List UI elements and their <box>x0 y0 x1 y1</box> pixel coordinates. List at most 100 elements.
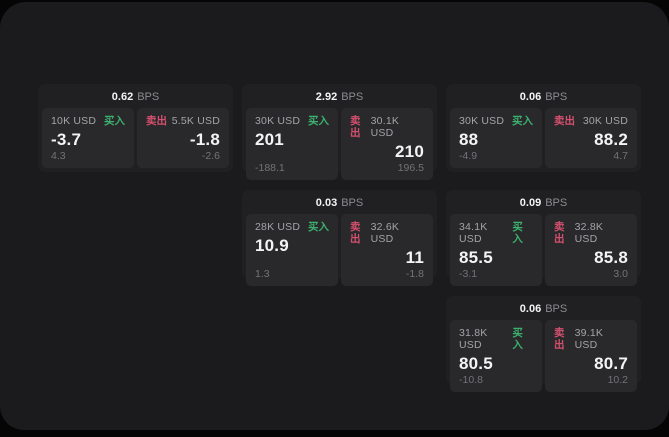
buy-panel-top: 10K USD 买入 <box>51 115 125 127</box>
sell-price: 88.2 <box>594 130 628 149</box>
buy-price: 201 <box>255 130 284 149</box>
buy-panel-top: 30K USD 买入 <box>459 115 533 127</box>
sell-sub-value: 3.0 <box>613 268 628 280</box>
bps-unit-label: BPS <box>545 91 568 103</box>
buy-amount: 10K USD <box>51 115 97 127</box>
sell-side-label: 卖出 <box>350 221 361 245</box>
buy-panel-top: 34.1K USD 买入 <box>459 221 533 245</box>
sell-side-label: 卖出 <box>554 115 575 127</box>
card-header: 0.06 BPS <box>450 300 637 320</box>
spread-bps-value: 0.06 <box>519 91 542 103</box>
buy-price: -3.7 <box>51 130 82 149</box>
quote-card[interactable]: 2.92 BPS 30K USD 买入 201 -188.1 卖出 30.1K … <box>242 84 437 180</box>
buy-amount: 30K USD <box>459 115 505 127</box>
spread-bps-value: 0.06 <box>519 303 542 315</box>
card-header: 0.06 BPS <box>450 88 637 108</box>
buy-panel[interactable]: 34.1K USD 买入 85.5 -3.1 <box>450 214 542 286</box>
buy-sub-value: 4.3 <box>51 150 66 162</box>
side-panels: 30K USD 买入 88 -4.9 卖出 30K USD 88.2 4.7 <box>450 108 637 168</box>
bps-unit-label: BPS <box>545 303 568 315</box>
quote-card[interactable]: 0.62 BPS 10K USD 买入 -3.7 4.3 卖出 5.5K USD… <box>38 84 233 172</box>
buy-panel[interactable]: 30K USD 买入 201 -188.1 <box>246 108 338 180</box>
buy-amount: 31.8K USD <box>459 327 488 351</box>
card-header: 0.62 BPS <box>42 88 229 108</box>
sell-price: 11 <box>405 248 424 267</box>
buy-side-label: 买入 <box>104 115 125 127</box>
sell-price: 80.7 <box>594 354 628 373</box>
side-panels: 34.1K USD 买入 85.5 -3.1 卖出 32.8K USD 85.8… <box>450 214 637 286</box>
side-panels: 31.8K USD 买入 80.5 -10.8 卖出 39.1K USD 80.… <box>450 320 637 392</box>
sell-amount: 30.1K USD <box>370 115 400 139</box>
sell-panel-top: 卖出 39.1K USD <box>554 327 628 351</box>
sell-side-label: 卖出 <box>350 115 361 139</box>
buy-price: 10.9 <box>255 236 289 255</box>
buy-panel-top: 31.8K USD 买入 <box>459 327 533 351</box>
sell-amount: 39.1K USD <box>574 327 604 351</box>
quote-card[interactable]: 0.09 BPS 34.1K USD 买入 85.5 -3.1 卖出 32.8K… <box>446 190 641 286</box>
sell-side-label: 卖出 <box>146 115 167 127</box>
buy-panel[interactable]: 28K USD 买入 10.9 1.3 <box>246 214 338 286</box>
sell-panel-top: 卖出 32.6K USD <box>350 221 424 245</box>
sell-panel-top: 卖出 30K USD <box>554 115 628 127</box>
quote-card-grid: 0.62 BPS 10K USD 买入 -3.7 4.3 卖出 5.5K USD… <box>38 84 641 392</box>
quote-card[interactable]: 0.06 BPS 31.8K USD 买入 80.5 -10.8 卖出 39.1… <box>446 296 641 392</box>
bps-unit-label: BPS <box>341 197 364 209</box>
buy-sub-value: -188.1 <box>255 162 285 174</box>
sell-panel-top: 卖出 5.5K USD <box>146 115 220 127</box>
sell-price: -1.8 <box>189 130 220 149</box>
buy-sub-value: 1.3 <box>255 268 270 280</box>
sell-sub-value: 4.7 <box>613 150 628 162</box>
sell-panel[interactable]: 卖出 32.6K USD 11 -1.8 <box>341 214 433 286</box>
bps-unit-label: BPS <box>341 91 364 103</box>
sell-panel-top: 卖出 32.8K USD <box>554 221 628 245</box>
sell-panel[interactable]: 卖出 5.5K USD -1.8 -2.6 <box>137 108 229 168</box>
buy-side-label: 买入 <box>512 327 523 351</box>
sell-amount: 32.6K USD <box>370 221 400 245</box>
buy-panel[interactable]: 10K USD 买入 -3.7 4.3 <box>42 108 134 168</box>
buy-panel-top: 28K USD 买入 <box>255 221 329 233</box>
sell-panel[interactable]: 卖出 39.1K USD 80.7 10.2 <box>545 320 637 392</box>
sell-sub-value: -1.8 <box>405 268 424 280</box>
buy-panel-top: 30K USD 买入 <box>255 115 329 127</box>
buy-side-label: 买入 <box>308 221 329 233</box>
sell-panel[interactable]: 卖出 30.1K USD 210 196.5 <box>341 108 433 180</box>
buy-price: 88 <box>459 130 479 149</box>
sell-side-label: 卖出 <box>554 327 565 351</box>
side-panels: 10K USD 买入 -3.7 4.3 卖出 5.5K USD -1.8 -2.… <box>42 108 229 168</box>
sell-panel[interactable]: 卖出 30K USD 88.2 4.7 <box>545 108 637 168</box>
buy-price: 80.5 <box>459 354 493 373</box>
bps-unit-label: BPS <box>545 197 568 209</box>
spread-bps-value: 0.03 <box>315 197 338 209</box>
side-panels: 30K USD 买入 201 -188.1 卖出 30.1K USD 210 1… <box>246 108 433 180</box>
sell-sub-value: -2.6 <box>201 150 220 162</box>
sell-sub-value: 196.5 <box>397 162 424 174</box>
buy-amount: 28K USD <box>255 221 301 233</box>
sell-amount: 5.5K USD <box>171 115 220 127</box>
buy-side-label: 买入 <box>512 115 533 127</box>
buy-sub-value: -4.9 <box>459 150 478 162</box>
quote-card[interactable]: 0.03 BPS 28K USD 买入 10.9 1.3 卖出 32.6K US… <box>242 190 437 286</box>
buy-amount: 30K USD <box>255 115 301 127</box>
sell-sub-value: 10.2 <box>607 374 628 386</box>
buy-price: 85.5 <box>459 248 493 267</box>
buy-panel[interactable]: 31.8K USD 买入 80.5 -10.8 <box>450 320 542 392</box>
sell-panel-top: 卖出 30.1K USD <box>350 115 424 139</box>
spread-bps-value: 0.62 <box>111 91 134 103</box>
buy-sub-value: -10.8 <box>459 374 483 386</box>
sell-price: 210 <box>395 142 424 161</box>
buy-side-label: 买入 <box>308 115 329 127</box>
sell-price: 85.8 <box>594 248 628 267</box>
sell-panel[interactable]: 卖出 32.8K USD 85.8 3.0 <box>545 214 637 286</box>
sell-side-label: 卖出 <box>554 221 565 245</box>
sell-amount: 30K USD <box>582 115 628 127</box>
spread-bps-value: 0.09 <box>519 197 542 209</box>
card-header: 0.03 BPS <box>246 194 433 214</box>
buy-panel[interactable]: 30K USD 买入 88 -4.9 <box>450 108 542 168</box>
main-surface: 0.62 BPS 10K USD 买入 -3.7 4.3 卖出 5.5K USD… <box>0 2 669 430</box>
buy-side-label: 买入 <box>512 221 523 245</box>
bps-unit-label: BPS <box>137 91 160 103</box>
spread-bps-value: 2.92 <box>315 91 338 103</box>
side-panels: 28K USD 买入 10.9 1.3 卖出 32.6K USD 11 -1.8 <box>246 214 433 286</box>
buy-amount: 34.1K USD <box>459 221 488 245</box>
quote-card[interactable]: 0.06 BPS 30K USD 买入 88 -4.9 卖出 30K USD 8… <box>446 84 641 172</box>
